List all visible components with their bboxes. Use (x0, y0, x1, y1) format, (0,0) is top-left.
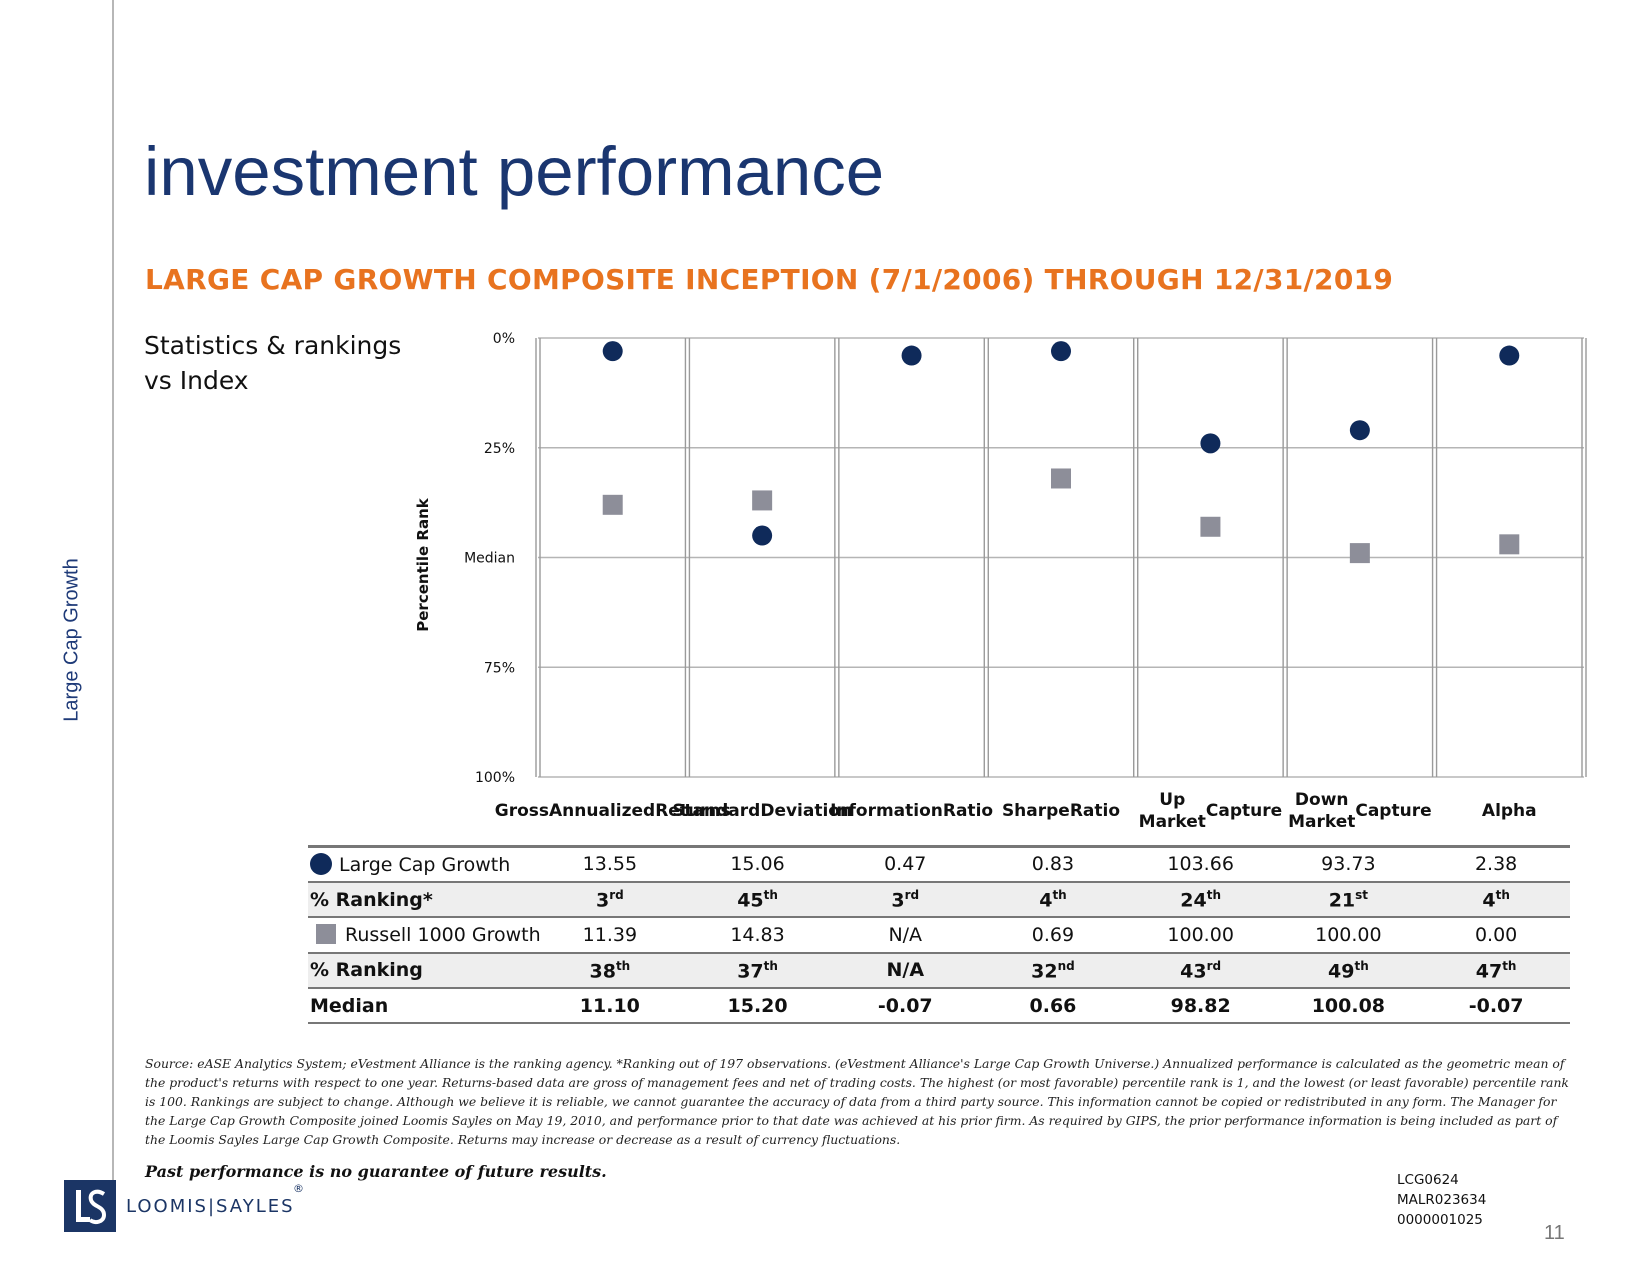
category-label: Sharpe Ratio (1001, 801, 1121, 821)
table-cell: 4th (1422, 881, 1570, 918)
table-cell: N/A (888, 923, 923, 946)
table-cell: 15.20 (727, 994, 788, 1017)
category-label: Gross Annualized Returns (494, 801, 731, 821)
row-russell-1000-growth: Russell 1000 Growth 11.39 14.83 N/A 0.69 100.… (308, 917, 1570, 953)
y-tick-label: 0% (493, 331, 515, 347)
row-label: Median (310, 994, 389, 1017)
table-cell: 14.83 (730, 923, 785, 946)
table-cell: 100.08 (1311, 994, 1386, 1017)
y-axis-title: Percentile Rank (414, 497, 432, 632)
data-marks (602, 341, 1520, 564)
table-cell: 0.66 (1029, 994, 1077, 1017)
category-label: Down Market Capture (1288, 790, 1432, 832)
data-point-russell-1000-growth (1200, 516, 1221, 537)
page-subtitle: LARGE CAP GROWTH COMPOSITE INCEPTION (7/… (145, 263, 1394, 296)
table-cell: 4th (979, 881, 1127, 918)
data-point-russell-1000-growth (1349, 543, 1370, 564)
document-codes: LCG0624 MALR023634 0000001025 (1397, 1170, 1486, 1230)
y-tick-label: 75% (484, 660, 515, 676)
table-cell: 32nd (979, 952, 1127, 989)
stats-label: Statistics & rankings vs Index (144, 328, 401, 398)
y-tick-label: 100% (475, 770, 515, 786)
table-cell: 2.38 (1474, 853, 1518, 876)
statistics-table: Large Cap Growth 13.55 15.06 0.47 0.83 103.66… (308, 845, 1570, 1024)
registered-mark: ® (293, 1182, 304, 1195)
page-number: 11 (1544, 1222, 1565, 1244)
table-cell: 37th (683, 952, 832, 989)
table-cell: 100.00 (1167, 923, 1234, 946)
document-code: MALR023634 (1397, 1192, 1487, 1208)
table-cell: 13.55 (582, 853, 638, 876)
table-cell: 98.82 (1170, 994, 1231, 1017)
legend-circle-icon (310, 852, 332, 875)
table-cell: N/A (831, 952, 980, 989)
data-point-large-cap-growth (901, 345, 922, 366)
source-footnote: Source: eASE Analytics System; eVestment… (145, 1056, 1569, 1147)
category-label: Standard Deviation (672, 801, 853, 821)
percentile-rank-chart: 0% 25% Median 75% 100% Percentile Rank (414, 331, 1587, 786)
data-point-large-cap-growth (1349, 420, 1370, 441)
loomis-sayles-logo-mark (64, 1180, 116, 1232)
document-code: LCG0624 (1397, 1172, 1459, 1188)
category-label: Alpha (1481, 801, 1537, 821)
past-performance-disclaimer: Past performance is no guarantee of futu… (145, 1162, 607, 1181)
data-point-russell-1000-growth (1499, 534, 1520, 555)
table-cell: 0.00 (1474, 923, 1518, 946)
category-label: Information Ratio (830, 801, 994, 821)
table-cell: 103.66 (1167, 853, 1234, 876)
row-label: Large Cap Growth (308, 847, 536, 882)
row-label: % Ranking* (308, 881, 536, 918)
table-cell: 0.83 (1031, 853, 1075, 876)
table-cell: 43rd (1126, 952, 1275, 989)
table-cell: 93.73 (1321, 853, 1376, 876)
data-point-russell-1000-growth (602, 494, 623, 515)
table-cell: 49th (1274, 952, 1423, 989)
stats-label-line1: Statistics & rankings (144, 331, 402, 360)
table-cell: 45th (683, 881, 832, 918)
y-tick-label: Median (464, 551, 515, 567)
table-cell: 3rd (536, 881, 684, 918)
legend-square-icon (316, 923, 336, 944)
left-rule (112, 0, 114, 1220)
row-label: % Ranking (308, 952, 536, 989)
stats-label-line2: vs Index (144, 366, 249, 395)
table-cell: 0.69 (1031, 923, 1075, 946)
data-point-russell-1000-growth (1051, 468, 1071, 489)
y-tick-labels: 0% 25% Median 75% 100% (464, 331, 515, 786)
row-median: Median 11.10 15.20 -0.07 0.66 98.82 100.08 -0.0… (308, 988, 1570, 1024)
category-label: Up Market Capture (1138, 790, 1283, 832)
grid-layer (535, 337, 1587, 778)
table-cell: 47th (1422, 952, 1570, 989)
company-logo-text: LOOMIS|SAYLES (126, 1196, 295, 1217)
row-ranking-index: % Ranking 38th 37th N/A 32nd 43rd 49th 47th (308, 952, 1570, 989)
data-point-large-cap-growth (1200, 433, 1221, 454)
table-cell: 21st (1274, 881, 1423, 918)
table-cell: 11.39 (582, 923, 638, 946)
table-cell: 0.47 (884, 853, 927, 876)
document-code: 0000001025 (1397, 1212, 1483, 1228)
data-point-large-cap-growth (1051, 341, 1071, 362)
row-ranking-composite: % Ranking* 3rd 45th 3rd 4th 24th 21st 4th (308, 881, 1570, 918)
table-cell: 100.00 (1315, 923, 1382, 946)
data-point-russell-1000-growth (752, 490, 773, 511)
page-title: investment performance (144, 133, 885, 210)
row-label: Russell 1000 Growth (308, 917, 541, 952)
data-point-large-cap-growth (752, 525, 773, 546)
table-cell: 3rd (831, 881, 980, 918)
data-point-large-cap-growth (1499, 345, 1520, 366)
table-cell: -0.07 (877, 994, 933, 1017)
table-cell: 15.06 (730, 853, 785, 876)
table-cell: 24th (1126, 881, 1275, 918)
data-point-large-cap-growth (602, 341, 623, 362)
row-large-cap-growth: Large Cap Growth 13.55 15.06 0.47 0.83 103.66… (308, 846, 1570, 882)
y-tick-label: 25% (484, 441, 515, 457)
table-cell: 11.10 (579, 994, 640, 1017)
table-cell: -0.07 (1468, 994, 1524, 1017)
table-cell: 38th (536, 952, 684, 989)
